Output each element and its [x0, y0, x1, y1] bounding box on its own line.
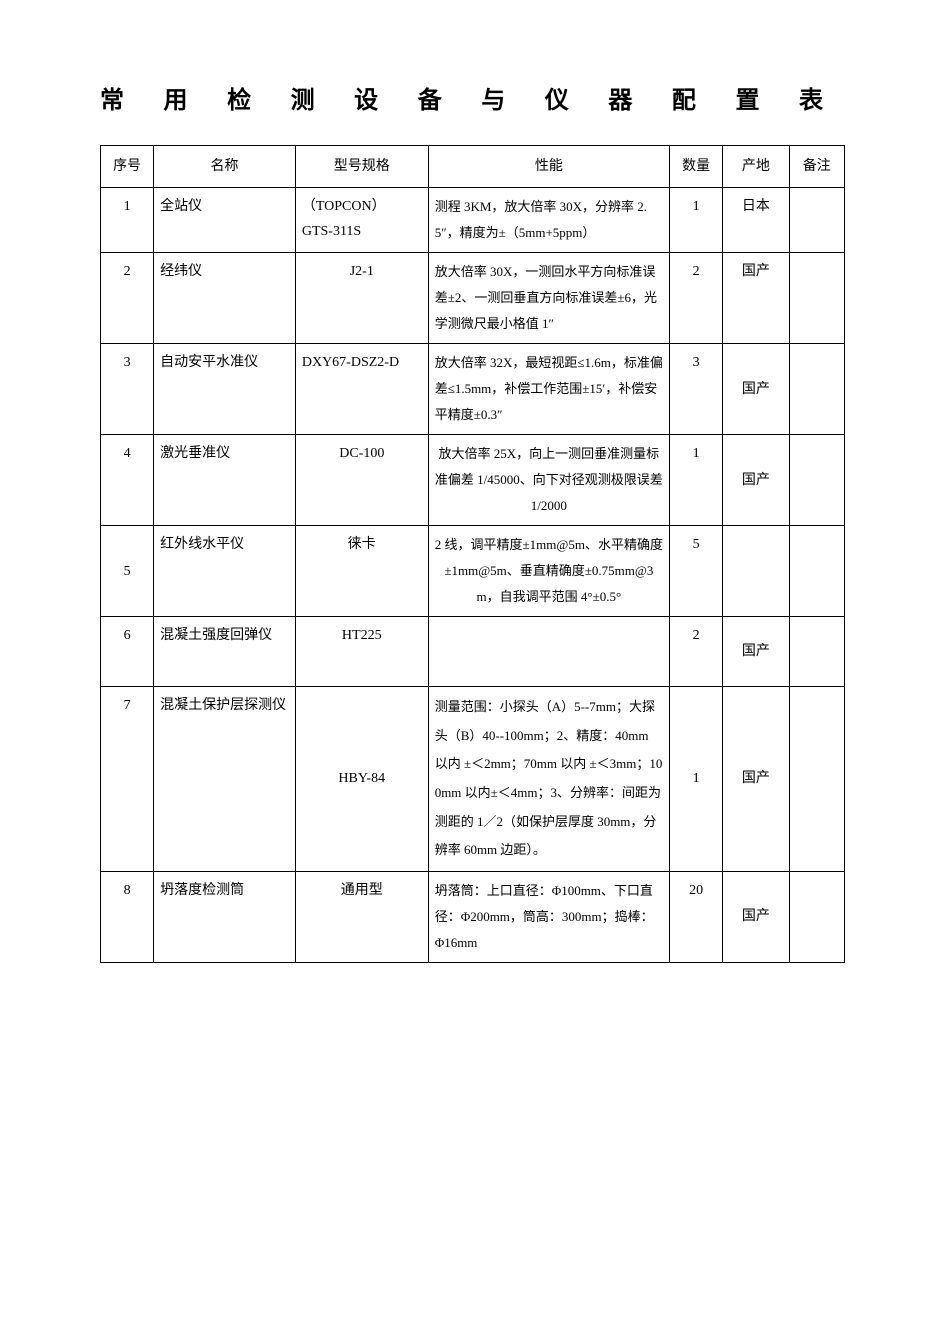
cell-qty: 3 — [670, 344, 723, 435]
cell-qty: 1 — [670, 687, 723, 872]
cell-qty: 2 — [670, 253, 723, 344]
cell-perf: 放大倍率 25X，向上一测回垂准测量标准偏差 1/45000、向下对径观测极限误… — [428, 435, 669, 526]
col-header-model: 型号规格 — [295, 146, 428, 188]
cell-model: 通用型 — [295, 871, 428, 962]
cell-name: 坍落度检测筒 — [154, 871, 296, 962]
cell-idx: 4 — [101, 435, 154, 526]
cell-name: 红外线水平仪 — [154, 526, 296, 617]
cell-perf: 测量范围：小探头（A）5--7mm；大探头（B）40--100mm；2、精度：4… — [428, 687, 669, 872]
cell-model: HBY-84 — [295, 687, 428, 872]
col-header-name: 名称 — [154, 146, 296, 188]
cell-origin: 国产 — [723, 253, 789, 344]
cell-note — [789, 253, 844, 344]
cell-perf — [428, 617, 669, 687]
col-header-qty: 数量 — [670, 146, 723, 188]
cell-note — [789, 188, 844, 253]
table-header-row: 序号 名称 型号规格 性能 数量 产地 备注 — [101, 146, 845, 188]
cell-origin: 国产 — [723, 871, 789, 962]
cell-perf: 2 线，调平精度±1mm@5m、水平精确度±1mm@5m、垂直精确度±0.75m… — [428, 526, 669, 617]
cell-origin: 国产 — [723, 617, 789, 687]
cell-origin: 国产 — [723, 344, 789, 435]
cell-perf: 测程 3KM，放大倍率 30X，分辨率 2.5″，精度为±（5mm+5ppm） — [428, 188, 669, 253]
cell-perf: 放大倍率 32X，最短视距≤1.6m，标准偏差≤1.5mm，补偿工作范围±15′… — [428, 344, 669, 435]
cell-model: HT225 — [295, 617, 428, 687]
cell-qty: 20 — [670, 871, 723, 962]
cell-note — [789, 344, 844, 435]
cell-note — [789, 435, 844, 526]
cell-qty: 1 — [670, 435, 723, 526]
cell-name: 经纬仪 — [154, 253, 296, 344]
cell-note — [789, 871, 844, 962]
cell-name: 混凝土强度回弹仪 — [154, 617, 296, 687]
cell-name: 自动安平水准仪 — [154, 344, 296, 435]
cell-idx: 5 — [101, 526, 154, 617]
table-row: 6 混凝土强度回弹仪 HT225 2 国产 — [101, 617, 845, 687]
cell-origin: 国产 — [723, 687, 789, 872]
cell-note — [789, 526, 844, 617]
cell-model: 徕卡 — [295, 526, 428, 617]
col-header-note: 备注 — [789, 146, 844, 188]
cell-qty: 2 — [670, 617, 723, 687]
table-row: 4 激光垂准仪 DC-100 放大倍率 25X，向上一测回垂准测量标准偏差 1/… — [101, 435, 845, 526]
cell-idx: 8 — [101, 871, 154, 962]
cell-perf: 放大倍率 30X，一测回水平方向标准误差±2、一测回垂直方向标准误差±6，光学测… — [428, 253, 669, 344]
cell-name: 全站仪 — [154, 188, 296, 253]
cell-idx: 2 — [101, 253, 154, 344]
cell-idx: 3 — [101, 344, 154, 435]
equipment-table: 序号 名称 型号规格 性能 数量 产地 备注 1 全站仪 （TOPCON） GT… — [100, 145, 845, 963]
cell-idx: 6 — [101, 617, 154, 687]
page-title: 常用检测设备与仪器配置表 — [100, 80, 845, 115]
cell-origin: 国产 — [723, 435, 789, 526]
table-row: 5 红外线水平仪 徕卡 2 线，调平精度±1mm@5m、水平精确度±1mm@5m… — [101, 526, 845, 617]
cell-note — [789, 617, 844, 687]
col-header-origin: 产地 — [723, 146, 789, 188]
table-row: 2 经纬仪 J2-1 放大倍率 30X，一测回水平方向标准误差±2、一测回垂直方… — [101, 253, 845, 344]
col-header-perf: 性能 — [428, 146, 669, 188]
cell-model: DXY67-DSZ2-D — [295, 344, 428, 435]
table-row: 3 自动安平水准仪 DXY67-DSZ2-D 放大倍率 32X，最短视距≤1.6… — [101, 344, 845, 435]
cell-model: J2-1 — [295, 253, 428, 344]
cell-origin — [723, 526, 789, 617]
table-row: 8 坍落度检测筒 通用型 坍落筒：上口直径：Φ100mm、下口直径：Φ200mm… — [101, 871, 845, 962]
table-row: 1 全站仪 （TOPCON） GTS-311S 测程 3KM，放大倍率 30X，… — [101, 188, 845, 253]
cell-qty: 1 — [670, 188, 723, 253]
cell-perf: 坍落筒：上口直径：Φ100mm、下口直径：Φ200mm，筒高：300mm；捣棒：… — [428, 871, 669, 962]
table-row: 7 混凝土保护层探测仪 HBY-84 测量范围：小探头（A）5--7mm；大探头… — [101, 687, 845, 872]
col-header-idx: 序号 — [101, 146, 154, 188]
cell-name: 混凝土保护层探测仪 — [154, 687, 296, 872]
cell-note — [789, 687, 844, 872]
cell-qty: 5 — [670, 526, 723, 617]
cell-model: （TOPCON） GTS-311S — [295, 188, 428, 253]
cell-name: 激光垂准仪 — [154, 435, 296, 526]
cell-origin: 日本 — [723, 188, 789, 253]
cell-model: DC-100 — [295, 435, 428, 526]
cell-idx: 1 — [101, 188, 154, 253]
cell-idx: 7 — [101, 687, 154, 872]
